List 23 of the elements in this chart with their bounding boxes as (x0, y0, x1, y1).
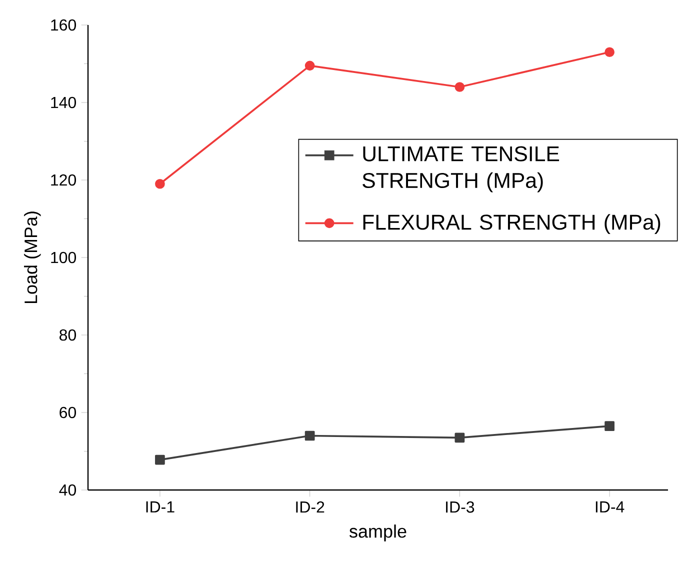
x-tick-label: ID-1 (146, 501, 174, 512)
y-tick-label: 60 (60, 406, 76, 418)
y-tick-label: 140 (51, 96, 76, 108)
point (155, 454, 165, 465)
x-tick-label: ID-3 (446, 501, 474, 513)
legend-label: FLEXURAL STRENGTH (MPa) (363, 214, 660, 234)
y-axis-title: Load (MPa) (24, 212, 41, 304)
point (454, 432, 465, 443)
point (454, 82, 465, 92)
y-tick-label: 40 (59, 484, 76, 496)
y-tick-label: 120 (51, 174, 76, 186)
y-tick-label: 100 (51, 252, 76, 264)
x-tick-label: ID-2 (296, 501, 324, 513)
point (604, 47, 614, 58)
y-tick-label: 80 (60, 329, 76, 341)
point (304, 430, 315, 441)
x-tick-label: ID-4 (596, 501, 624, 512)
legend-label: ULTIMATE TENSILE STRENGTH (MPa) (362, 146, 560, 192)
point (604, 421, 614, 431)
x-axis-title: sample (350, 524, 406, 542)
y-tick-label: 160 (51, 19, 76, 31)
point (304, 60, 315, 71)
point (155, 178, 165, 189)
